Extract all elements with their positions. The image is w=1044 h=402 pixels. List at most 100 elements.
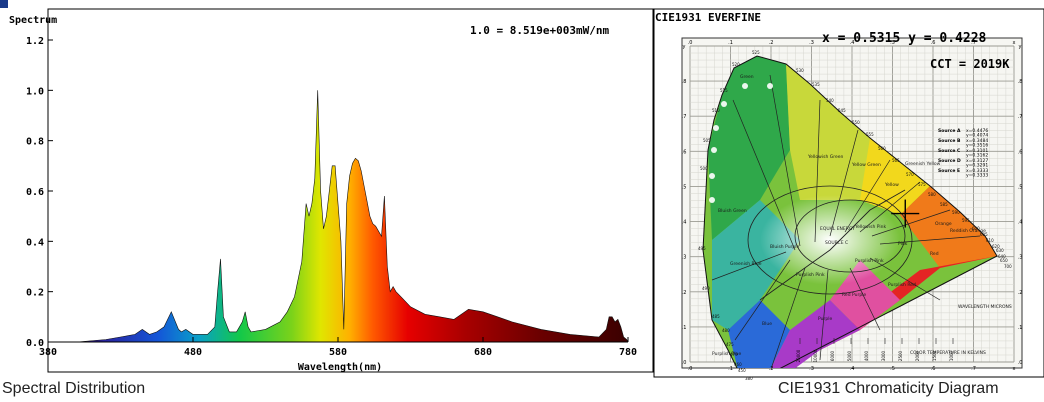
cie-x-tick-label: .6 — [931, 366, 936, 372]
spectrum-x-label: Wavelength(nm) — [298, 362, 382, 373]
cie-y-tick-label-right: .3 — [1018, 255, 1023, 261]
cie-diagram-caption: CIE1931 Chromaticity Diagram — [778, 380, 999, 397]
region-label: Pink — [898, 241, 908, 247]
hue-boundary-line — [859, 181, 921, 233]
cie-x-tick-label: .7 — [971, 366, 976, 372]
hue-boundary-line — [849, 267, 881, 331]
temperature-label: 2500 — [898, 350, 903, 361]
cie-y-axis: .0 .0 .1 .1 .2 .2 .3 .3 .4 .4 .5 .5 .6 .6 .7 .7 .8 .8 y y — [682, 44, 1023, 366]
cie-outer-boundary — [747, 185, 913, 295]
region-label: Red — [930, 251, 939, 257]
wavelength-label: 585 — [940, 202, 948, 207]
cie-coordinates: x = 0.5315 y = 0.4228 — [822, 31, 987, 46]
cie-y-tick-label-right: .5 — [1018, 184, 1023, 190]
hue-boundary-line — [770, 267, 806, 368]
wavelength-label: 605 — [980, 232, 988, 237]
cie-blue-region — [728, 300, 790, 368]
wavelength-label: 540 — [826, 98, 834, 103]
y-tick-label: 0.2 — [26, 288, 44, 299]
source-y: y=0.4074 — [966, 133, 988, 139]
wavelength-label: 700 — [1004, 264, 1012, 269]
cie-y-tick-label: .0 — [682, 360, 687, 366]
cie-temperature-scale: 20000 10000 6000 5000 4000 3000 2500 2000 1500 10… — [796, 338, 954, 362]
source-x: x=0.4476 — [966, 128, 988, 134]
region-label: Orange — [935, 221, 952, 227]
region-label: Purple — [818, 316, 832, 322]
cie-cct: CCT = 2019K — [930, 57, 1010, 71]
cie-purple-region — [771, 300, 860, 368]
wavelength-label: 460 — [734, 362, 742, 367]
x-tick-label: 480 — [184, 347, 202, 358]
cie-y-tick-label-right: .2 — [1018, 290, 1023, 296]
wavelength-label: 620 — [992, 244, 1000, 249]
cie-y-tick-label: .1 — [682, 325, 687, 331]
locus-dot — [721, 101, 727, 107]
y-tick-label: 1.2 — [26, 36, 44, 47]
source-name: Source D — [938, 158, 961, 164]
hue-boundary-line — [819, 269, 829, 361]
cie-x-tick-label: .4 — [850, 366, 855, 372]
source-name: Source A — [938, 128, 961, 134]
cie-title: CIE1931 EVERFINE — [655, 11, 761, 24]
cie-region-labels: Green Bluish Green Yellowish Green Yellow G… — [712, 74, 1012, 357]
region-label: Greenish Yellow — [905, 161, 941, 167]
region-label: Bluish Purple — [770, 244, 800, 250]
cie-x-tick-label-top: .0 — [688, 40, 693, 46]
wavelength-label: 590 — [952, 210, 960, 215]
y-tick-label: 0.8 — [26, 137, 44, 148]
locus-dot — [709, 197, 715, 203]
region-label: COLOR TEMPERATURE IN KELVINS — [910, 350, 986, 356]
cie-y-tick-label-right: .6 — [1018, 149, 1023, 155]
cie-x-tick-label-top: .3 — [809, 40, 814, 46]
region-label: Yellowish Green — [807, 154, 844, 160]
wavelength-label: 575 — [918, 182, 926, 187]
corner-marker — [0, 0, 8, 8]
cie-x-tick-label-top: x — [1013, 40, 1016, 46]
region-label: Yellowish Pink — [854, 224, 886, 230]
cie-x-tick-label: .5 — [890, 366, 895, 372]
cie-x-tick-label: .3 — [809, 366, 814, 372]
cie-x-tick-label-top: .7 — [971, 40, 976, 46]
spectrum-y-axis: 0.0 0.2 0.4 0.6 0.8 1.0 1.2 — [26, 36, 53, 349]
source-x: x=0.3101 — [966, 148, 988, 154]
region-label: EQUAL ENERGY — [820, 226, 855, 232]
x-tick-label: 380 — [39, 347, 57, 358]
wavelength-label: 555 — [866, 132, 874, 137]
region-label: Bluish Green — [718, 208, 747, 214]
wavelength-label: 495 — [698, 246, 706, 251]
wavelength-label: 630 — [996, 248, 1004, 253]
locus-dot — [711, 147, 717, 153]
source-y: y=0.3162 — [966, 153, 988, 159]
temperature-label: 6000 — [830, 350, 835, 361]
cie-y-tick-label: .6 — [682, 149, 687, 155]
cie-x-tick-label-top: .5 — [890, 40, 895, 46]
region-label: Red Purple — [842, 292, 866, 298]
wavelength-label: 520 — [732, 62, 740, 67]
cie-white-point-region — [760, 195, 900, 285]
source-x: x=0.3484 — [966, 138, 988, 144]
cie-inner-boundary — [794, 199, 906, 273]
spectrum-chart: Spectrum 1.0 = 8.519e+003mW/nm 0.0 0.2 0.4… — [0, 0, 654, 373]
wavelength-label: 490 — [702, 286, 710, 291]
hue-boundary-line — [844, 159, 891, 233]
wavelength-label: 515 — [720, 88, 728, 93]
cie-y-tick-label-right: .4 — [1018, 220, 1023, 226]
source-name: Source E — [938, 168, 960, 174]
cie-y-tick-label-right: .0 — [1018, 360, 1023, 366]
cie-y-tick-label: .2 — [682, 290, 687, 296]
cie-y-tick-label: y — [683, 44, 686, 50]
region-label: Yellow Green — [851, 162, 881, 168]
spectrum-title: Spectrum — [9, 15, 57, 26]
cie-y-tick-label-right: y — [1019, 44, 1022, 50]
cie-y-tick-label: .7 — [682, 114, 687, 120]
cie-x-axis: .0 .0 .1 .1 .2 .2 .3 .3 .4 .4 .5 .5 .6 .6 .7 .7 x x — [688, 40, 1016, 372]
cie-x-tick-label: .2 — [769, 366, 774, 372]
cie-y-tick-label-right: .8 — [1018, 79, 1023, 85]
source-y: y=0.3333 — [966, 173, 988, 179]
cie-y-tick-label: .5 — [682, 184, 687, 190]
temperature-label: 1500 — [932, 350, 937, 361]
region-label: SOURCE C — [825, 240, 848, 246]
source-name: Source B — [938, 138, 961, 144]
source-y: y=0.3516 — [966, 143, 988, 149]
